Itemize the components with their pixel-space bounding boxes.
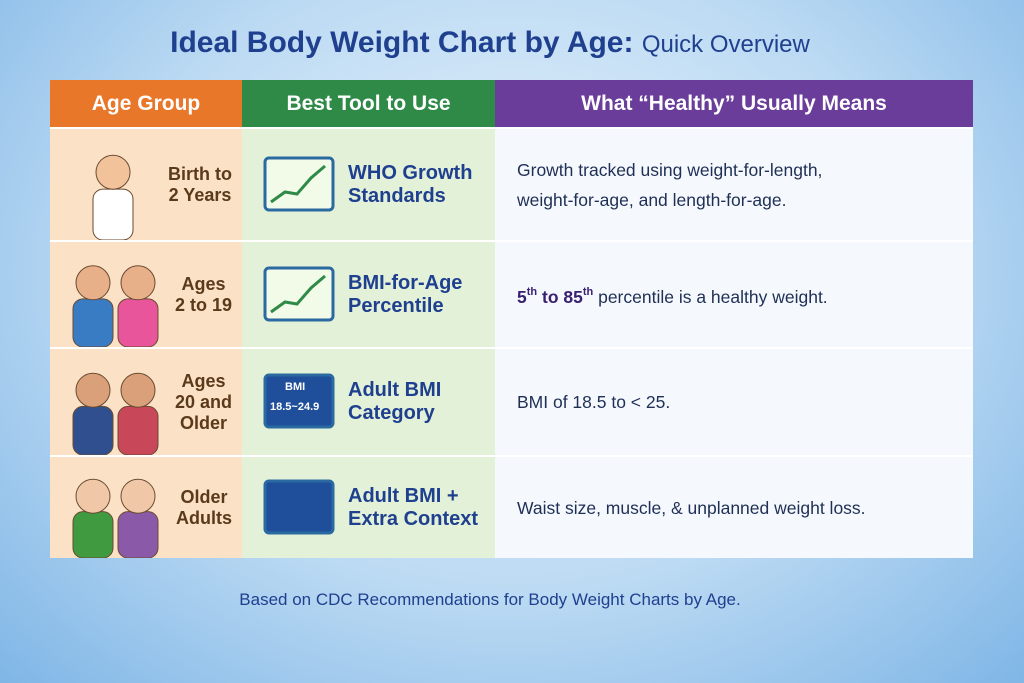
people-illustration [72, 478, 159, 558]
description-line: Growth tracked using weight-for-length, [517, 159, 823, 180]
description-part-wrap: th [527, 286, 537, 306]
tool-line: BMI-for-Age [348, 271, 463, 294]
description-line: BMI of 18.5 to < 25. [517, 392, 671, 412]
people-illustration [72, 372, 159, 455]
description-part: to [537, 286, 564, 307]
description-part: 85 [563, 286, 583, 307]
tool-icon [263, 266, 335, 321]
age-line: Ages [181, 370, 226, 391]
age-line: Birth to [168, 163, 232, 184]
description-text: Waist size, muscle, & unplanned weight l… [517, 493, 866, 523]
age-line: Adults [176, 507, 232, 528]
tool-line: Extra Context [348, 507, 479, 530]
description-cell: BMI of 18.5 to < 25. [495, 347, 973, 455]
tool-line: Category [348, 402, 435, 424]
description-line: Waist size, muscle, & unplanned weight l… [517, 497, 866, 518]
tool-text: BMI-for-Age Percentile [348, 272, 462, 318]
icon-range: 18.5~24.9 [270, 401, 320, 413]
tool-line: Adult BMI + [348, 484, 459, 507]
age-line: 2 to 19 [174, 294, 232, 315]
description-line: weight-for-age, and length-for-age. [517, 189, 787, 210]
description-part: th [526, 286, 538, 299]
description-text: Growth tracked using weight-for-length, w… [517, 155, 822, 215]
age-cell: Birth to 2 Years [50, 127, 242, 240]
age-line: 2 Years [168, 184, 232, 205]
icon-label: BMI [285, 381, 306, 393]
age-line: 20 and [174, 391, 232, 412]
tool-text: Adult BMI Category [348, 379, 441, 425]
description-part: th [582, 286, 594, 299]
age-line: Older [179, 412, 227, 433]
header-cell: Age Group [50, 80, 242, 127]
description-cell: 5th to 85th percentile is a healthy weig… [495, 240, 973, 347]
tool-icon [263, 373, 335, 429]
description-text: BMI of 18.5 to < 25. [517, 387, 670, 417]
description-text: 5th to 85th percentile is a healthy weig… [517, 278, 828, 312]
subtitle: Quick Overview [641, 31, 810, 58]
header-cell: What “Healthy” Usually Means [495, 80, 973, 127]
description-cell: Waist size, muscle, & unplanned weight l… [495, 455, 973, 558]
tool-line: Percentile [348, 294, 444, 317]
header-cell: Best Tool to Use [242, 80, 495, 127]
tool-icon [263, 156, 335, 211]
tool-icon [263, 479, 335, 534]
description-part-wrap: th [583, 286, 593, 306]
tool-text: WHO Growth Standards [348, 162, 472, 208]
age-line: Older [180, 486, 228, 507]
footer: Based on CDC Recommendations for Body We… [239, 590, 741, 609]
tool-cell: WHO Growth Standards [242, 127, 495, 240]
age-text: Ages 20 and Older [175, 371, 232, 434]
age-line: Ages [181, 273, 226, 294]
description-part: 5 [517, 286, 527, 307]
description-part: percentile is a healthy weight. [593, 286, 828, 307]
tool-text: Adult BMI + Extra Context [348, 485, 478, 531]
tool-line: Adult BMI [348, 379, 442, 401]
tool-line: Standards [348, 184, 446, 207]
title-main: Ideal Body Weight Chart by Age: [170, 26, 634, 59]
tool-line: WHO Growth [348, 161, 473, 184]
people-illustration [92, 154, 134, 240]
people-illustration [72, 265, 159, 347]
description-cell: Growth tracked using weight-for-length, w… [495, 127, 973, 240]
age-text: Ages 2 to 19 [175, 274, 232, 316]
title: Ideal Body Weight Chart by Age: Quick Ov… [0, 26, 980, 60]
age-text: Birth to 2 Years [168, 164, 232, 206]
age-text: Older Adults [176, 487, 232, 529]
